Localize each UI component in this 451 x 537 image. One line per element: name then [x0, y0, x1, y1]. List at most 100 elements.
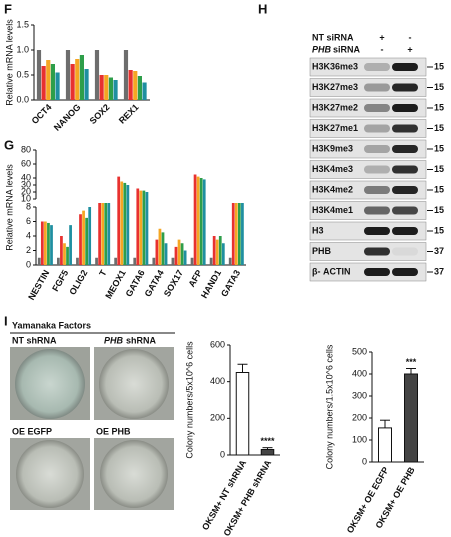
dish-image — [15, 349, 85, 419]
bar — [117, 176, 121, 265]
bar — [241, 203, 244, 265]
lane-sign: + — [407, 44, 412, 54]
x-tick-label: AFP — [186, 268, 204, 289]
bar — [218, 236, 222, 265]
bar — [174, 246, 178, 265]
bar — [237, 203, 241, 265]
y-tick-label: 2 — [26, 245, 31, 255]
marker-label: 15 — [434, 164, 444, 174]
bar — [63, 243, 66, 265]
bar — [171, 257, 175, 265]
bar — [94, 50, 100, 100]
bar — [215, 239, 219, 265]
y-tick-label: 0 — [362, 456, 367, 466]
bar — [113, 80, 118, 100]
bar — [70, 64, 75, 100]
bar — [108, 77, 113, 100]
bar — [36, 50, 42, 100]
y-tick-label: 40 — [21, 172, 31, 182]
y-tick-label: 400 — [210, 376, 225, 386]
bar — [199, 178, 203, 265]
bar — [234, 203, 238, 265]
bar — [79, 55, 84, 100]
bar — [139, 190, 143, 265]
y-tick-label: 80 — [21, 144, 31, 154]
bar — [99, 75, 104, 100]
bar — [82, 210, 85, 265]
y-tick-label: 400 — [352, 368, 367, 378]
y-tick-label: 200 — [352, 412, 367, 422]
y-tick-label: 0.5 — [16, 69, 29, 79]
y-tick-label: 60 — [21, 158, 31, 168]
bar — [260, 449, 275, 456]
x-tick-label: FGF5 — [50, 268, 70, 293]
bar — [47, 222, 50, 265]
blot-strip — [309, 57, 427, 77]
blot-band — [364, 63, 390, 71]
y-tick-label: 600 — [210, 339, 225, 349]
bar — [46, 60, 51, 100]
x-tick-label: OLIG2 — [67, 268, 89, 296]
bar — [126, 185, 130, 265]
images-title: Yamanaka Factors — [12, 320, 91, 330]
bar — [104, 75, 109, 100]
blot-strip — [309, 119, 427, 138]
blot-band — [392, 63, 418, 71]
x-tick-label: REX1 — [117, 102, 141, 126]
x-tick-label: NESTIN — [26, 268, 51, 302]
bar — [133, 257, 137, 265]
bar — [404, 373, 418, 463]
bar — [128, 70, 133, 100]
y-tick-label: 1.0 — [16, 44, 29, 54]
significance: *** — [406, 357, 417, 367]
marker-label: 15 — [434, 102, 444, 112]
image-label: OE PHB — [96, 426, 131, 436]
bar — [85, 217, 89, 265]
marker-label: 15 — [434, 143, 444, 153]
blot-label: H3 — [312, 225, 324, 235]
bar — [177, 239, 181, 265]
blot-band — [392, 227, 418, 235]
blot-band — [364, 268, 390, 276]
x-tick-label: SOX2 — [88, 102, 112, 126]
x-tick-label: T — [97, 268, 109, 278]
condition-gene: PHB — [312, 44, 332, 54]
blot-band — [392, 186, 418, 194]
blot-strip — [309, 78, 427, 97]
y-tick-label: 0.0 — [16, 94, 29, 104]
y-tick-label: 6 — [26, 216, 31, 226]
bar — [190, 257, 194, 265]
y-tick-label: 300 — [352, 390, 367, 400]
bar — [137, 76, 142, 100]
marker-label: 37 — [434, 246, 444, 256]
blot-band — [364, 186, 390, 194]
bar — [95, 257, 98, 265]
blot-band — [364, 227, 390, 235]
condition-label: siRNA — [333, 44, 361, 54]
dish-image — [16, 440, 84, 508]
marker-label: 15 — [434, 123, 444, 133]
bar — [120, 181, 124, 265]
image-gene: PHB — [104, 335, 124, 345]
blot-band — [392, 104, 418, 112]
blot-label: β- ACTIN — [312, 266, 351, 276]
blot-band — [392, 206, 418, 215]
blot-band — [364, 206, 390, 215]
lane-sign: + — [379, 32, 384, 42]
bar — [55, 72, 60, 100]
blot-band — [364, 124, 390, 133]
bar — [88, 207, 92, 265]
x-tick-label: OKSM+ NT shRNA — [200, 458, 249, 532]
marker-label: 37 — [434, 266, 444, 276]
bar — [142, 190, 146, 265]
blot-band — [392, 124, 418, 133]
blot-label: H3K27me2 — [312, 102, 358, 112]
bar — [164, 243, 168, 265]
bar — [152, 257, 156, 265]
bar — [69, 225, 72, 265]
bar — [209, 257, 213, 265]
bar — [76, 257, 79, 265]
bar — [221, 243, 225, 265]
bar — [123, 50, 129, 100]
